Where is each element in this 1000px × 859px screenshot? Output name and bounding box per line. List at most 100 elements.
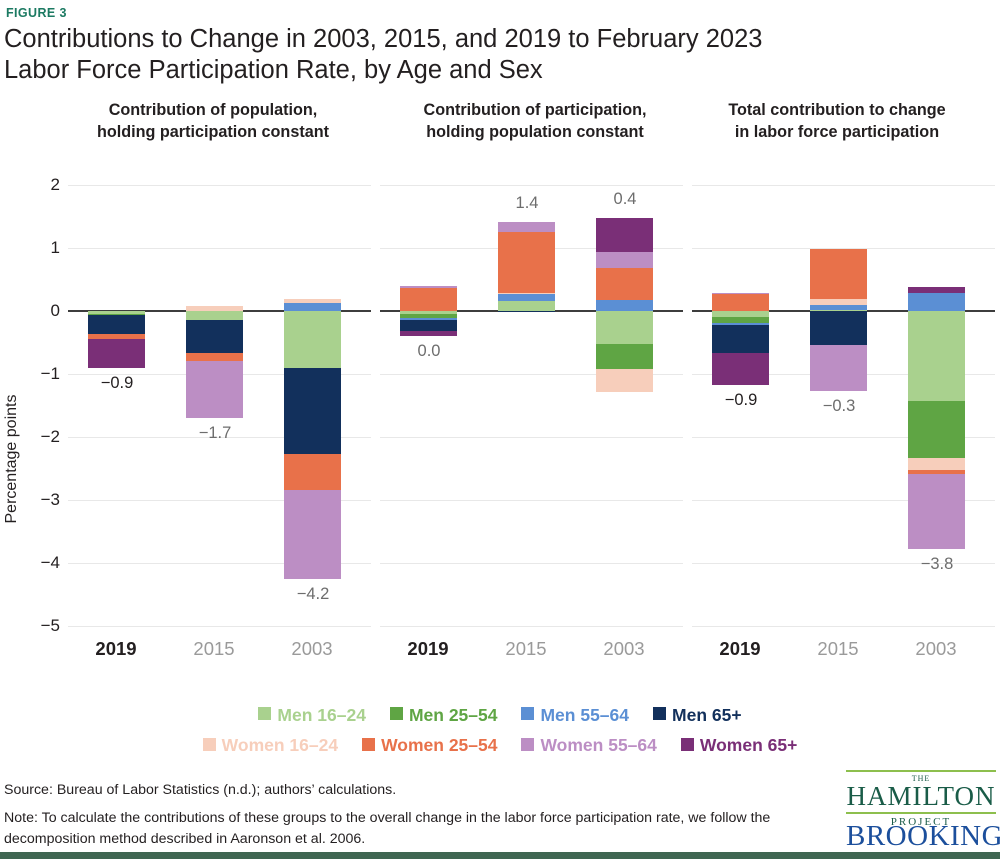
chart-bar-segment: [284, 367, 341, 454]
chart-bar-segment: [400, 314, 457, 318]
gridline: [68, 500, 371, 501]
chart-bar: 0.0: [400, 160, 457, 660]
chart-bar-segment: [400, 286, 457, 289]
legend-label: Women 55–64: [540, 735, 657, 756]
chart-bar-segment: [712, 293, 769, 311]
legend-swatch-icon: [680, 737, 694, 751]
chart-bar-segment: [712, 292, 769, 294]
bar-total-label: 1.4: [515, 193, 539, 212]
legend-swatch-icon: [521, 707, 535, 721]
chart-bar: −1.7: [186, 160, 243, 660]
gridline: [380, 500, 683, 501]
hamilton-name-text: HAMILTON: [846, 781, 996, 811]
chart-bar-segment: [908, 292, 965, 311]
legend-label: Men 16–24: [277, 705, 366, 725]
x-axis-tick-2019: 2019: [95, 638, 137, 659]
legend-swatch-icon: [521, 737, 535, 751]
y-axis-ticks: 2 1 0 −1 −2 −3 −4 −5: [12, 160, 60, 660]
chart-bar-segment: [186, 319, 243, 353]
bar-total-label: −3.8: [920, 554, 954, 573]
gridline: [692, 437, 995, 438]
legend-item[interactable]: Women 25–54: [362, 730, 497, 760]
chart-bar: −0.9: [88, 160, 145, 660]
legend-swatch-icon: [653, 707, 667, 721]
bar-total-label: −0.9: [100, 373, 134, 392]
legend-item[interactable]: Women 65+: [680, 730, 797, 760]
chart-bar-segment: [908, 401, 965, 458]
gridline: [692, 563, 995, 564]
chart-bar-segment: [810, 311, 867, 346]
panel-title-population: Contribution of population, holding part…: [48, 100, 378, 143]
gridline: [692, 626, 995, 627]
legend-row-men: Men 16–24 Men 25–54 Men 55–64 Men 65+: [0, 700, 1000, 730]
chart-bar-segment: [186, 311, 243, 320]
legend-label: Women 16–24: [221, 735, 339, 756]
chart-panel-population: −0.9 −1.7 −4.2: [68, 160, 371, 660]
x-axis-tick-2015: 2015: [505, 638, 547, 659]
legend-item[interactable]: Men 16–24: [258, 700, 366, 730]
chart-bar-segment: [810, 310, 867, 311]
chart-bar-segment: [498, 300, 555, 311]
panel-title-total-line-1: Total contribution to change: [728, 101, 946, 119]
bottom-bar: [0, 852, 1000, 859]
legend-item[interactable]: Men 65+: [653, 700, 742, 730]
chart-bar-segment: [712, 352, 769, 386]
bar-total-label: 0.0: [417, 341, 441, 360]
page-title: Contributions to Change in 2003, 2015, a…: [4, 24, 964, 86]
hamilton-project-text: PROJECT: [890, 816, 952, 828]
chart-bar-segment: [908, 469, 965, 474]
y-axis-tick: −3: [40, 490, 60, 509]
chart-bar-segment: [186, 361, 243, 419]
gridline: [380, 437, 683, 438]
chart-bar: 0.4: [596, 160, 653, 660]
chart-bar-segment: [596, 368, 653, 393]
legend-label: Women 25–54: [381, 735, 498, 756]
legend-label: Men 55–64: [540, 705, 630, 725]
chart-bar-segment: [596, 218, 653, 252]
gridline: [68, 626, 371, 627]
legend-item[interactable]: Men 55–64: [521, 700, 629, 730]
chart-bar-segment: [712, 311, 769, 318]
chart-bar-segment: [810, 299, 867, 305]
chart-bar-segment: [498, 221, 555, 233]
chart-bar-segment: [596, 343, 653, 369]
chart-panel-total: −0.9 −0.3 −3.8: [692, 160, 995, 660]
legend-row-women: Women 16–24 Women 25–54 Women 55–64 Women 6…: [0, 730, 1000, 760]
chart-bar-segment: [908, 311, 965, 402]
y-axis-tick: −5: [40, 616, 60, 635]
hamilton-rule-bottom: [846, 812, 996, 814]
chart-bar-segment: [400, 317, 457, 320]
legend-item[interactable]: Men 25–54: [389, 700, 498, 730]
page-title-line-1: Contributions to Change in 2003, 2015, a…: [4, 25, 763, 53]
source-text: Source: Bureau of Labor Statistics (n.d.…: [4, 782, 397, 798]
y-axis-tick: −2: [40, 427, 60, 446]
chart-panel-participation: 0.0 1.4 0.4: [380, 160, 683, 660]
chart-bar-segment: [908, 287, 965, 293]
x-axis-labels: 2019 2015 2003 2019 2015 2003 2019 2015 2003: [0, 638, 1000, 674]
gridline: [380, 626, 683, 627]
chart-bar-segment: [712, 324, 769, 353]
panel-title-population-line-1: Contribution of population,: [108, 101, 318, 119]
x-axis-tick-2019: 2019: [719, 638, 761, 659]
legend-item[interactable]: Women 16–24: [202, 730, 339, 760]
legend-swatch-icon: [362, 737, 376, 751]
hamilton-project-logo: THE HAMILTON PROJECT: [846, 768, 996, 828]
gridline: [692, 185, 995, 186]
chart-bar-segment: [400, 311, 457, 315]
chart-bar-segment: [284, 302, 341, 311]
chart-bar-segment: [596, 251, 653, 268]
panel-title-population-line-2: holding participation constant: [96, 122, 329, 141]
chart-bar-segment: [186, 352, 243, 362]
chart-bar: −0.3: [810, 160, 867, 660]
gridline: [380, 563, 683, 564]
panel-title-total: Total contribution to change in labor fo…: [672, 100, 1000, 143]
legend-label: Men 25–54: [408, 705, 498, 725]
chart-bar-segment: [810, 249, 867, 300]
chart-bar-segment: [88, 339, 145, 368]
legend-item[interactable]: Women 55–64: [521, 730, 657, 760]
chart-bar-segment: [284, 299, 341, 303]
chart-bar-segment: [810, 345, 867, 391]
bar-total-label: −1.7: [198, 424, 232, 443]
y-axis-tick: −4: [40, 553, 60, 572]
panel-titles: Contribution of population, holding part…: [0, 100, 1000, 155]
